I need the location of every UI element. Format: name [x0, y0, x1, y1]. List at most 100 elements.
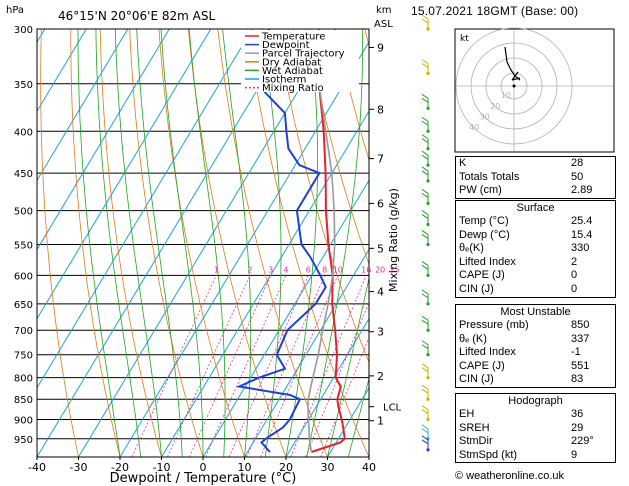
stat-label: Totals Totals [459, 170, 520, 183]
wind-barb-flag [421, 138, 429, 144]
mixing-ratio-label: 6 [306, 265, 311, 274]
x-tick-label: 20 [279, 461, 293, 474]
mixing-ratio-label: 20 [375, 265, 385, 274]
wind-barb-flag [421, 234, 429, 239]
pressure-tick-label: 950 [14, 435, 33, 446]
wet-adiabat-line [306, 29, 363, 457]
stat-label: θₑ (K) [459, 332, 487, 345]
wind-barb-flag [421, 214, 429, 219]
wind-barb-flag [421, 192, 429, 198]
lcl-label: LCL [383, 403, 402, 414]
isotherm-line [285, 317, 369, 457]
legend-label: Isotherm [262, 75, 306, 86]
pressure-tick-label: 850 [14, 395, 33, 406]
pressure-tick-label: 800 [14, 374, 33, 385]
wind-barb-flag [421, 166, 429, 172]
x-tick-label: -40 [28, 461, 46, 474]
legend-label: Mixing Ratio [262, 83, 324, 94]
wind-barb-flag [421, 120, 429, 126]
legend-label: Wet Adiabat [262, 66, 323, 77]
wind-barb-flag [421, 93, 429, 99]
series-line-dewpoint [235, 29, 327, 453]
stat-label: CIN (J) [459, 373, 494, 386]
hodograph-ring-label: 30 [480, 112, 490, 121]
legend-box [241, 30, 359, 92]
pressure-tick-label: 600 [14, 271, 33, 282]
stat-label: StmDir [459, 435, 493, 448]
stat-label: Pressure (mb) [459, 319, 529, 331]
wet-adiabat-line [347, 376, 369, 457]
mixing-ratio-label: 16 [361, 265, 371, 274]
isotherm-line [37, 29, 295, 457]
stat-label: CIN (J) [459, 282, 494, 295]
mixing-ratio-label: 1 [214, 265, 219, 274]
hodograph-ring-label: 40 [469, 123, 479, 132]
stat-label: K [459, 157, 467, 169]
height-tick-label: 5 [377, 242, 384, 255]
stat-row: θₑ(K) 330 [456, 242, 615, 256]
wind-barb-flag [421, 116, 429, 122]
wind-barb-flag [421, 170, 429, 176]
wet-adiabat-line [222, 29, 252, 457]
wind-barb-flag [421, 405, 429, 410]
surface-title: Surface [516, 202, 555, 214]
series-line-parcel-trajectory [307, 29, 336, 453]
pressure-tick-label: 700 [14, 326, 33, 337]
wind-barb-flag [421, 260, 429, 266]
stat-value: 50 [571, 170, 584, 183]
x-tick-label: 10 [238, 461, 252, 474]
wind-barb-column [421, 14, 430, 452]
hodograph-ring-label: 10 [501, 91, 511, 100]
stat-row: Dewp (°C) 15.4 [456, 229, 615, 243]
mixing-ratio-line [305, 301, 369, 457]
x-tick-label: 0 [200, 461, 207, 474]
stat-value: 2.89 [571, 184, 593, 197]
wind-barb-dot [426, 27, 430, 31]
wet-adiabat-line [160, 29, 204, 457]
wind-barb-dot [426, 179, 430, 183]
stat-value: 551 [571, 359, 590, 372]
stat-label: θₑ(K) [459, 242, 484, 255]
wind-barb-flag [421, 154, 429, 160]
wind-barb-flag [421, 293, 429, 299]
stat-row: CAPE (J) 0 [456, 269, 615, 283]
stat-row: Totals Totals 50 [456, 171, 615, 185]
stat-label: Lifted Index [459, 346, 516, 359]
stat-value: 28 [571, 157, 584, 169]
stat-value: 229° [571, 435, 594, 448]
wind-barb-flag [421, 59, 429, 64]
stat-label: EH [459, 408, 475, 420]
dry-adiabat-line [187, 29, 287, 457]
mixing-ratio-line [189, 275, 272, 457]
stat-row: CIN (J) 83 [456, 373, 615, 387]
stat-value: 337 [571, 332, 590, 345]
wind-barb-flag [421, 134, 429, 140]
stat-row: Pressure (mb) 850 [456, 319, 615, 333]
stat-label: Dewp (°C) [459, 228, 510, 241]
height-tick-label: 6 [377, 197, 384, 210]
hodograph-stats-title: Hodograph [508, 395, 563, 407]
isotherm-line [202, 179, 369, 457]
wet-adiabat-line [262, 29, 282, 457]
stat-value: 25.4 [571, 215, 593, 227]
mixing-ratio-line [320, 336, 369, 457]
stat-value: 330 [571, 242, 590, 255]
wet-adiabat-line [77, 29, 121, 457]
hodograph-unit: kt [460, 34, 469, 44]
height-tick-label: 4 [377, 286, 384, 299]
mixing-ratio-label: 3 [268, 265, 273, 274]
dry-adiabat-line [335, 29, 369, 162]
wind-barb-flag [421, 428, 429, 434]
stat-label: CAPE (J) [459, 359, 505, 372]
pressure-tick-label: 450 [14, 169, 33, 180]
wet-adiabat-line [114, 29, 162, 457]
stat-value: 0 [571, 269, 578, 282]
storm-motion-arrow [511, 71, 521, 81]
wind-barb-dot [426, 448, 430, 452]
stat-row: StmDir 229° [456, 435, 615, 449]
wind-barb-dot [426, 201, 430, 206]
stat-row: StmSpd (kt) 9 [456, 449, 615, 463]
wind-barb-dot [426, 328, 430, 332]
stat-row: CIN (J) 0 [456, 283, 615, 297]
